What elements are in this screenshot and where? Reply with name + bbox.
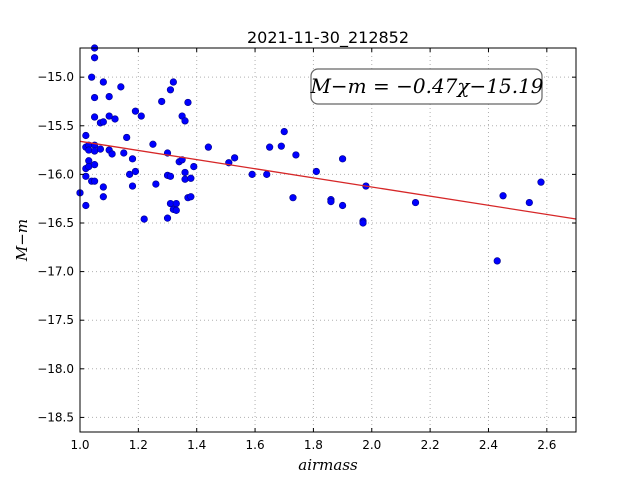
data-point	[90, 113, 99, 121]
data-point	[359, 219, 367, 227]
data-point	[131, 167, 140, 176]
y-tick-label: −18.0	[37, 362, 74, 376]
data-point	[140, 215, 148, 223]
y-tick-label: −18.5	[37, 410, 74, 424]
axis-ticks	[79, 48, 576, 432]
data-point	[525, 198, 533, 207]
data-point	[82, 201, 90, 210]
data-point	[190, 163, 198, 171]
data-point	[85, 146, 93, 154]
data-point	[248, 170, 256, 178]
fit-line-group	[79, 140, 577, 220]
data-point	[166, 172, 175, 180]
data-point	[96, 145, 105, 153]
data-point	[90, 177, 99, 185]
data-point	[289, 194, 297, 202]
data-point	[137, 112, 145, 120]
data-point	[111, 115, 119, 123]
data-point	[537, 178, 545, 186]
data-point	[158, 97, 166, 106]
data-point	[312, 167, 320, 176]
y-tick-labels: −15.0 −15.5 −16.0 −16.5 −17.0 −17.5 −18.0 −18.5	[37, 70, 74, 424]
data-point	[120, 149, 128, 157]
data-point	[169, 78, 177, 86]
data-point	[187, 193, 195, 201]
x-tick-labels: 1.0 1.2 1.4 1.6 1.8 2.0 2.2 2.4 2.6	[70, 438, 556, 452]
data-point	[181, 168, 189, 177]
fit-equation-text: M−m = −0.47χ−15.19	[309, 74, 543, 98]
data-point	[123, 133, 131, 142]
x-tick-label: 2.6	[537, 438, 556, 452]
data-point	[90, 93, 99, 102]
data-point	[166, 86, 175, 94]
plot-area	[76, 44, 577, 433]
y-tick-label: −15.0	[37, 70, 74, 84]
data-point	[327, 198, 335, 206]
data-point	[126, 170, 134, 178]
data-point	[131, 107, 140, 115]
y-tick-label: −16.5	[37, 216, 74, 230]
data-point	[149, 140, 157, 148]
x-tick-label: 1.0	[70, 438, 89, 452]
data-point	[117, 83, 125, 91]
x-tick-label: 2.4	[479, 438, 498, 452]
x-tick-label: 2.2	[421, 438, 440, 452]
data-point	[172, 206, 180, 214]
grid	[79, 48, 576, 432]
x-tick-label: 1.8	[304, 438, 323, 452]
y-tick-label: −15.5	[37, 119, 74, 133]
data-point	[99, 183, 107, 191]
x-tick-label: 1.2	[129, 438, 148, 452]
y-tick-label: −17.5	[37, 313, 74, 327]
data-point	[231, 154, 239, 162]
y-axis-label: M−m	[13, 219, 31, 262]
data-point	[163, 214, 172, 222]
data-point	[181, 117, 189, 125]
fit-equation-frame	[310, 68, 543, 105]
data-point	[82, 131, 90, 140]
data-point	[99, 78, 107, 86]
data-point	[338, 201, 347, 210]
data-point	[338, 155, 347, 163]
data-point	[172, 199, 180, 208]
x-axis-label: airmass	[298, 456, 358, 474]
data-point	[263, 170, 271, 178]
data-point	[204, 143, 212, 151]
plot-background	[80, 48, 576, 432]
data-point	[187, 174, 195, 182]
x-tick-label: 1.4	[187, 438, 206, 452]
plot-frame	[79, 47, 577, 433]
data-point	[108, 150, 116, 158]
chart-title: 2021-11-30_212852	[247, 28, 409, 48]
data-point	[105, 93, 113, 101]
data-point	[493, 257, 501, 265]
data-points	[76, 44, 545, 265]
fit-line	[79, 140, 577, 220]
data-point	[280, 128, 288, 136]
data-point	[90, 54, 99, 62]
data-point	[88, 73, 96, 81]
data-point	[411, 198, 420, 207]
data-point	[99, 193, 107, 201]
fit-equation-box: M−m = −0.47χ−15.19	[309, 68, 544, 105]
data-point	[82, 172, 90, 180]
data-point	[105, 112, 113, 120]
data-point	[90, 161, 99, 169]
data-point	[277, 142, 285, 150]
data-point	[181, 175, 189, 183]
data-point	[266, 143, 274, 151]
data-point	[152, 180, 160, 188]
data-point	[128, 182, 137, 190]
data-point	[128, 155, 137, 163]
data-point	[184, 98, 192, 107]
y-tick-label: −17.0	[37, 265, 74, 279]
data-point	[499, 192, 507, 200]
y-tick-label: −16.0	[37, 167, 74, 181]
x-tick-label: 2.0	[362, 438, 381, 452]
x-tick-label: 1.6	[246, 438, 265, 452]
data-point	[99, 118, 107, 126]
data-point	[292, 151, 300, 159]
